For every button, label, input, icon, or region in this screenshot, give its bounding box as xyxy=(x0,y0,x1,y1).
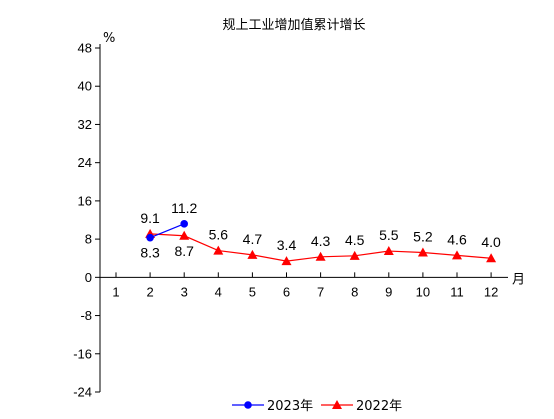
data-label: 3.4 xyxy=(277,237,297,253)
x-tick-label: 5 xyxy=(249,284,256,299)
chart-title: 规上工业增加值累计增长 xyxy=(222,17,365,33)
x-tick-label: 10 xyxy=(416,284,430,299)
data-point-triangle xyxy=(417,247,428,257)
data-point-circle xyxy=(244,401,252,409)
data-point-circle xyxy=(146,233,154,242)
x-tick-label: 9 xyxy=(385,284,392,299)
data-label: 5.2 xyxy=(413,228,433,244)
data-label: 5.5 xyxy=(379,227,399,243)
data-label: 4.7 xyxy=(243,231,263,247)
y-tick-label: 32 xyxy=(78,117,92,132)
y-tick-label: 24 xyxy=(78,155,92,170)
x-tick-label: 6 xyxy=(283,284,290,299)
data-label: 4.3 xyxy=(311,233,331,249)
data-label: 11.2 xyxy=(171,200,197,216)
y-tick-label: -24 xyxy=(73,385,92,400)
data-point-triangle xyxy=(247,249,258,259)
x-unit-label: 月 xyxy=(512,272,525,287)
x-tick-label: 2 xyxy=(146,284,153,299)
y-tick-label: 40 xyxy=(78,79,92,94)
data-point-triangle xyxy=(452,250,462,260)
x-tick-label: 3 xyxy=(181,284,188,299)
data-point-triangle xyxy=(486,253,497,263)
data-label: 4.6 xyxy=(447,231,467,247)
data-point-triangle xyxy=(281,256,292,266)
legend: 2023年 2022年 xyxy=(232,399,402,414)
y-tick-label: 8 xyxy=(85,232,92,247)
data-label: 4.0 xyxy=(481,234,501,250)
y-tick-label: -8 xyxy=(80,308,92,323)
y-unit-label: % xyxy=(103,31,115,46)
data-point-circle xyxy=(180,220,188,228)
data-label: 4.5 xyxy=(345,232,365,248)
data-point-triangle xyxy=(349,250,360,260)
y-tick-label: 48 xyxy=(78,41,92,56)
data-point-triangle xyxy=(179,230,190,240)
x-tick-label: 12 xyxy=(484,284,498,299)
x-tick-label: 4 xyxy=(215,284,222,299)
x-tick-label: 1 xyxy=(112,284,119,299)
data-label: 8.3 xyxy=(140,245,160,261)
y-tick-label: 16 xyxy=(78,193,92,208)
data-label: 9.1 xyxy=(140,210,160,226)
x-tick-label: 7 xyxy=(317,284,324,299)
series-lines xyxy=(145,220,497,266)
series-line xyxy=(149,223,185,239)
data-labels: 9.1 8.7 5.6 4.7 3.4 4.3 4.5 5.5 5.2 4.6 4.0 8.3 11.2 xyxy=(140,200,501,261)
data-point-triangle xyxy=(213,245,224,255)
legend-label: 2022年 xyxy=(356,399,402,414)
data-point-triangle xyxy=(315,251,326,261)
data-label: 8.7 xyxy=(174,243,194,259)
x-tick-label: 11 xyxy=(450,284,464,299)
y-tick-label: 0 xyxy=(85,270,92,285)
data-point-triangle xyxy=(383,246,394,256)
x-tick-label: 8 xyxy=(351,284,358,299)
y-tick-label: -16 xyxy=(73,346,92,361)
legend-label: 2023年 xyxy=(267,399,313,414)
data-point-triangle xyxy=(332,400,342,409)
data-label: 5.6 xyxy=(209,227,229,243)
